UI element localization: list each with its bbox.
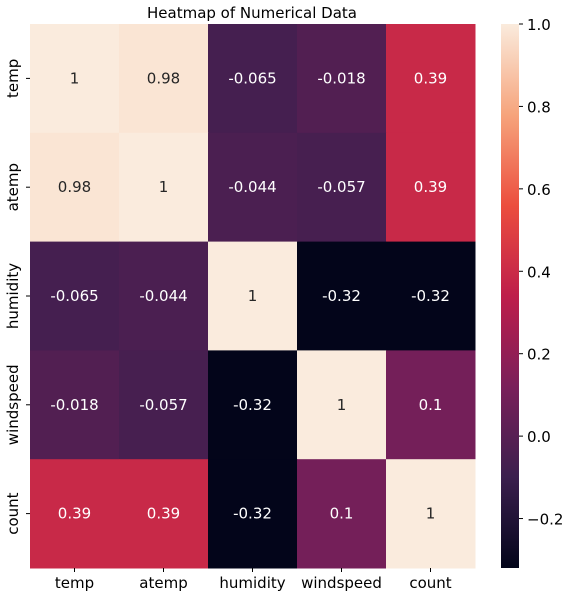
- cell-value-label: -0.32: [411, 287, 450, 305]
- chart-title: Heatmap of Numerical Data: [147, 4, 357, 22]
- colorbar-gradient: [501, 24, 519, 568]
- x-tick-label: temp: [55, 574, 94, 592]
- cell-value-label: 0.39: [147, 505, 180, 523]
- cell-value-label: 1: [337, 396, 347, 414]
- cell-value-label: -0.018: [50, 396, 98, 414]
- heatmap-cell: [30, 459, 120, 569]
- heatmap-cell: [297, 132, 387, 243]
- heatmap-cell: [119, 24, 209, 134]
- heatmap-cell: [119, 350, 209, 460]
- heatmap-cell: [386, 132, 476, 243]
- colorbar-tick-label: 0.4: [527, 263, 551, 281]
- colorbar-tick-label: 0.6: [527, 181, 551, 199]
- heatmap-cells: 1 0.98 -0.065 -0.018 0.39 0.98 1 -0.044 -0.057 0.…: [30, 24, 476, 569]
- heatmap-cell: [208, 24, 298, 134]
- y-tick-label: count: [4, 492, 22, 534]
- y-axis: temp atemp humidity windspeed count: [4, 59, 30, 535]
- cell-value-label: -0.057: [317, 178, 365, 196]
- y-tick-label: temp: [4, 59, 22, 98]
- y-tick-label: humidity: [4, 263, 22, 329]
- x-tick-label: humidity: [219, 574, 285, 592]
- colorbar-tick-label: 0.2: [527, 346, 551, 364]
- cell-value-label: 1: [426, 505, 436, 523]
- colorbar-tick-label: 0.8: [527, 98, 551, 116]
- heatmap-cell: [30, 241, 120, 351]
- heatmap-cell: [297, 459, 387, 569]
- x-tick-label: atemp: [139, 574, 187, 592]
- cell-value-label: -0.018: [317, 69, 365, 87]
- cell-value-label: 1: [70, 69, 80, 87]
- cell-value-label: 0.98: [147, 69, 180, 87]
- cell-value-label: 1: [159, 178, 169, 196]
- heatmap-cell: [208, 132, 298, 243]
- cell-value-label: 0.39: [58, 505, 91, 523]
- heatmap-cell: [208, 459, 298, 569]
- heatmap-cell: [119, 132, 209, 243]
- heatmap-cell: [30, 132, 120, 243]
- y-tick-label: windspeed: [4, 364, 22, 445]
- y-tick-label: atemp: [4, 163, 22, 211]
- heatmap-cell: [30, 24, 120, 134]
- cell-value-label: 1: [248, 287, 258, 305]
- heatmap-cell: [297, 241, 387, 351]
- heatmap-cell: [208, 241, 298, 351]
- heatmap-cell: [386, 241, 476, 351]
- heatmap-cell: [30, 350, 120, 460]
- heatmap-cell: [386, 24, 476, 134]
- heatmap-cell: [119, 459, 209, 569]
- x-axis: temp atemp humidity windspeed count: [55, 568, 452, 592]
- cell-value-label: -0.32: [322, 287, 361, 305]
- cell-value-label: -0.044: [228, 178, 276, 196]
- heatmap-cell: [386, 459, 476, 569]
- cell-value-label: -0.044: [139, 287, 187, 305]
- cell-value-label: -0.32: [233, 396, 272, 414]
- heatmap-cell: [386, 350, 476, 460]
- heatmap-cell: [119, 241, 209, 351]
- cell-value-label: -0.065: [50, 287, 98, 305]
- colorbar-tick-label: −0.2: [527, 511, 563, 529]
- heatmap-cell: [297, 350, 387, 460]
- heatmap-cell: [297, 24, 387, 134]
- colorbar-tick-label: 1.0: [527, 16, 551, 34]
- colorbar: −0.2 0.0 0.2 0.4 0.6 0.8 1.0: [501, 16, 563, 568]
- cell-value-label: -0.057: [139, 396, 187, 414]
- cell-value-label: 0.98: [58, 178, 91, 196]
- colorbar-tick-label: 0.0: [527, 428, 551, 446]
- x-tick-label: count: [409, 574, 451, 592]
- cell-value-label: -0.065: [228, 69, 276, 87]
- cell-value-label: 0.1: [419, 396, 443, 414]
- cell-value-label: 0.39: [414, 69, 447, 87]
- cell-value-label: 0.1: [330, 505, 354, 523]
- heatmap-cell: [208, 350, 298, 460]
- cell-value-label: 0.39: [414, 178, 447, 196]
- x-tick-label: windspeed: [301, 574, 382, 592]
- cell-value-label: -0.32: [233, 505, 272, 523]
